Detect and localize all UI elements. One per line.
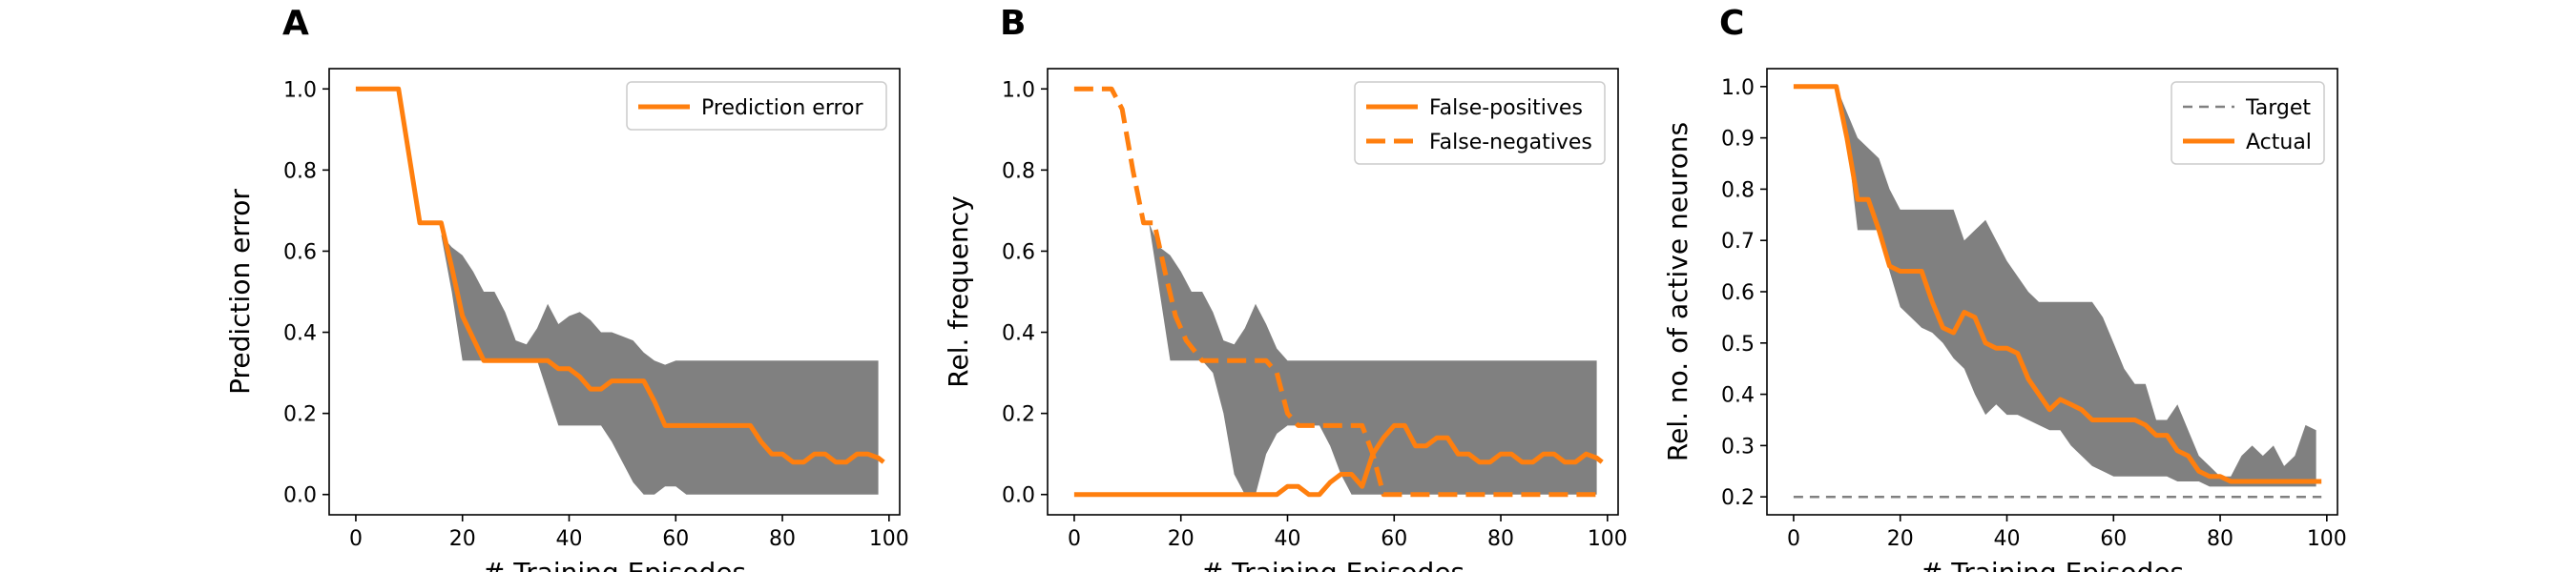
y-tick-label: 0.8 <box>1721 178 1755 202</box>
y-axis-label: Prediction error <box>224 189 256 395</box>
x-axis-label: # Training Episodes <box>1201 557 1465 572</box>
panel-letter: A <box>282 4 309 43</box>
x-tick-label: 40 <box>555 527 582 551</box>
variability-band <box>441 235 879 495</box>
x-axis-label: # Training Episodes <box>483 557 746 572</box>
y-tick-label: 0.4 <box>1721 384 1755 408</box>
x-tick-label: 100 <box>869 527 909 551</box>
y-tick-label: 1.0 <box>1002 78 1035 102</box>
legend-label: False-positives <box>1429 96 1583 120</box>
series-line-actual <box>1793 84 2322 484</box>
panel-b: 0 20 40 60 80 100 0.0 0.2 0.4 0.6 0.8 1.0 # Training… <box>943 4 1628 572</box>
axes-frame <box>328 68 901 516</box>
x-tick-label: 20 <box>1887 527 1914 551</box>
y-tick-label: 0.6 <box>1721 281 1755 305</box>
y-tick-label: 0.2 <box>1002 403 1035 427</box>
y-tick-label: 0.2 <box>1721 486 1755 510</box>
x-tick-label: 40 <box>1274 527 1300 551</box>
y-tick-label: 0.5 <box>1721 333 1755 357</box>
plot-area <box>1793 84 2322 499</box>
x-tick-label: 20 <box>1168 527 1195 551</box>
legend-label: False-negatives <box>1429 131 1592 154</box>
legend-label: Prediction error <box>701 96 863 120</box>
y-tick-label: 0.8 <box>283 159 317 183</box>
plot-area <box>355 86 885 495</box>
y-axis-label: Rel. frequency <box>943 195 974 387</box>
x-tick-label: 100 <box>2307 527 2347 551</box>
y-tick-label: 0.3 <box>1721 435 1755 459</box>
variability-band <box>1149 222 1597 495</box>
x-tick-label: 80 <box>2207 527 2233 551</box>
y-tick-label: 0.9 <box>1721 128 1755 152</box>
legend-label: Target <box>2245 96 2311 120</box>
legend-box <box>626 81 887 131</box>
series-line-false-negatives <box>1073 86 1603 498</box>
x-tick-label: 80 <box>769 527 796 551</box>
legend-box <box>1354 81 1606 165</box>
y-tick-label: 1.0 <box>1721 76 1755 100</box>
legend-label: Actual <box>2246 131 2312 154</box>
y-tick-label: 0.6 <box>283 240 317 264</box>
x-tick-label: 60 <box>2100 527 2127 551</box>
y-tick-label: 0.4 <box>1002 322 1035 346</box>
y-tick-label: 0.0 <box>283 484 317 508</box>
y-tick-label: 0.2 <box>283 403 317 427</box>
y-tick-label: 0.4 <box>283 322 317 346</box>
panel-a: 0 20 40 60 80 100 0.0 0.2 0.4 0.6 0.8 1.0 # Training… <box>224 4 909 572</box>
legend: Target Actual <box>2171 81 2325 165</box>
x-tick-label: 0 <box>349 527 363 551</box>
series-line-prediction-error <box>355 86 885 465</box>
x-tick-label: 100 <box>1588 527 1628 551</box>
x-tick-label: 60 <box>1381 527 1407 551</box>
y-tick-label: 0.6 <box>1002 240 1035 264</box>
panel-c: 0 20 40 60 80 100 0.2 0.3 0.4 0.5 0.6 0.7 0.8 0.9 1.0 #… <box>1662 4 2347 572</box>
x-tick-label: 20 <box>449 527 476 551</box>
y-axis-label: Rel. no. of active neurons <box>1662 122 1693 461</box>
y-tick-label: 1.0 <box>283 78 317 102</box>
y-tick-label: 0.8 <box>1002 159 1035 183</box>
y-tick-label: 0.0 <box>1002 484 1035 508</box>
plot-area <box>1073 86 1604 498</box>
x-axis-label: # Training Episodes <box>1921 557 2184 572</box>
x-tick-label: 0 <box>1787 527 1800 551</box>
x-tick-label: 60 <box>662 527 689 551</box>
x-tick-label: 80 <box>1487 527 1514 551</box>
panel-letter: C <box>1719 4 1744 43</box>
legend: False-positives False-negatives <box>1354 81 1606 165</box>
x-tick-label: 40 <box>1993 527 2020 551</box>
y-tick-label: 0.7 <box>1721 230 1755 254</box>
series-line-false-positives <box>1073 422 1604 498</box>
panel-letter: B <box>1000 4 1026 43</box>
legend: Prediction error <box>626 81 887 131</box>
axes-frame <box>1047 68 1619 516</box>
x-tick-label: 0 <box>1068 527 1081 551</box>
